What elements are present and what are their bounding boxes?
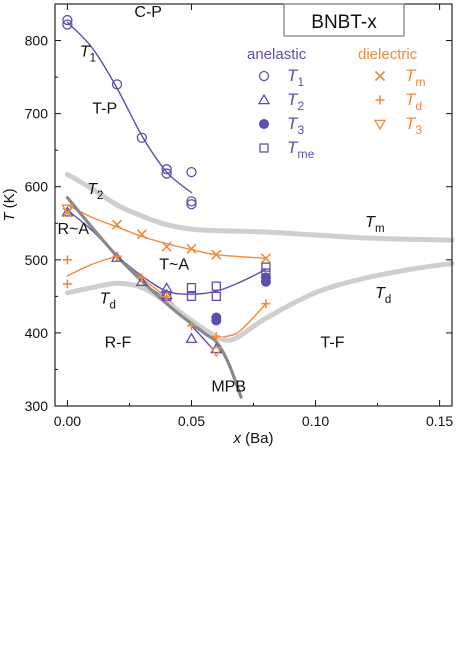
boundary-curve-7 — [64, 261, 455, 343]
anelastic-Tme-point-3 — [211, 281, 221, 291]
anelastic-T2-point-0 — [61, 206, 74, 217]
anelastic-T2-point-5 — [185, 332, 198, 344]
y-tick-label-0: 300 — [25, 398, 49, 414]
anelastic-T1-point-4 — [161, 164, 172, 175]
y-tick-label-4: 700 — [25, 106, 49, 122]
dielectric-Td-point-4 — [162, 291, 172, 301]
annotation-1: T1 — [80, 44, 96, 65]
dielectric-T3-point-1 — [210, 346, 223, 358]
annotation-3: T2 — [87, 181, 103, 202]
annotation-6: R-F — [105, 335, 132, 352]
anelastic-T1-point-5 — [161, 168, 172, 179]
x-axis-label: x (Ba) — [232, 430, 273, 447]
anelastic-Tme-point-4 — [211, 291, 221, 302]
legend-header-anelastic: anelastic — [247, 46, 307, 63]
annotation-4: R~A — [57, 221, 89, 238]
mpb_line-curve-8 — [65, 196, 243, 399]
x-tick-label-1: 0.05 — [178, 413, 205, 429]
anelastic-T2-point-6 — [210, 342, 223, 354]
legend-marker-dielectric-0 — [374, 70, 386, 82]
anelastic-T1-point-6 — [186, 166, 197, 178]
anelastic-T1-point-2 — [111, 79, 123, 90]
legend-label-anelastic-0: T1 — [287, 66, 304, 89]
anelastic-curve-0 — [66, 21, 193, 194]
y-tick-label-2: 500 — [25, 252, 49, 268]
legend-layer: BNBT-x anelastic dielectric T1T2T3TmeTmT… — [247, 3, 426, 161]
legend-marker-dielectric-1 — [375, 95, 385, 105]
dielectric-Td-point-2 — [112, 251, 122, 261]
legend-marker-anelastic-2 — [259, 119, 269, 129]
axes-layer: 0.00 0.05 0.10 0.15 300 400 500 600 700 800 x (Ba)… — [1, 3, 453, 447]
anelastic-Tme-point-5 — [261, 262, 271, 272]
anelastic-T1-point-3 — [136, 132, 147, 143]
dielectric-Tm-point-4 — [186, 243, 197, 254]
legend-label-dielectric-2: T3 — [405, 114, 422, 137]
dielectric-Tm-point-2 — [136, 229, 147, 240]
annotation-2: T-P — [92, 101, 117, 118]
anelastic-T1-point-0 — [62, 14, 73, 26]
anelastic-Tme-point-2 — [186, 291, 197, 302]
annotation-8: MPB — [211, 378, 246, 395]
anelastic-T1-point-8 — [186, 199, 197, 210]
dielectric-Tm-point-1 — [111, 219, 123, 230]
legend-marker-dielectric-2 — [373, 119, 387, 131]
annotation-0: C-P — [134, 4, 162, 21]
anelastic-T3-point-3 — [260, 276, 271, 287]
dielectric-Td-point-3 — [137, 273, 147, 283]
legend-label-anelastic-3: Tme — [287, 138, 315, 161]
dielectric-Tm-point-3 — [161, 241, 172, 252]
x-tick-label-3: 0.15 — [426, 413, 453, 429]
legend-header-dielectric: dielectric — [358, 46, 418, 63]
dielectric-Tm-point-6 — [260, 253, 271, 264]
dielectric-curve-4 — [66, 255, 118, 277]
anelastic-T1-point-7 — [186, 196, 197, 207]
legend-label-anelastic-1: T2 — [287, 90, 304, 113]
dielectric-Td-point-6 — [211, 332, 221, 342]
dielectric-curve-3 — [66, 204, 267, 260]
dielectric-T3-point-0 — [61, 204, 74, 215]
legend-label-dielectric-0: Tm — [405, 66, 426, 89]
dielectric-Td-point-0 — [62, 255, 72, 265]
boundary-curve-6 — [64, 171, 455, 243]
anelastic-T2-point-2 — [135, 275, 148, 286]
legend-label-anelastic-2: T3 — [287, 114, 304, 137]
legend-label-dielectric-1: Td — [405, 90, 422, 113]
annotation-5: Td — [100, 291, 116, 312]
dielectric-Td-point-7 — [261, 299, 271, 309]
title-box — [283, 3, 405, 37]
anelastic-Tme-point-1 — [186, 282, 197, 293]
markers-layer — [61, 14, 271, 358]
annotation-9: Tm — [365, 214, 384, 235]
anelastic-Tme-point-6 — [261, 268, 271, 278]
y-tick-label-1: 400 — [25, 325, 49, 341]
annotation-11: T-F — [320, 335, 344, 352]
annotations-layer: C-P T1 T-P T2 R~A Td R-F T~A MPB Tm Td T-F — [57, 4, 391, 395]
anelastic-T1-point-1 — [62, 19, 73, 30]
legend-marker-anelastic-0 — [258, 70, 270, 82]
legend-marker-anelastic-3 — [259, 143, 269, 153]
x-tick-label-0: 0.00 — [54, 413, 81, 429]
dielectric-Td-point-5 — [186, 321, 196, 331]
y-tick-label-5: 800 — [25, 33, 49, 49]
chart-title: BNBT-x — [311, 12, 377, 33]
dielectric-Td-point-1 — [62, 279, 72, 289]
y-axis-label: T (K) — [1, 188, 18, 221]
annotation-10: Td — [375, 285, 391, 306]
dielectric-Tm-point-5 — [211, 249, 222, 260]
legend-marker-anelastic-1 — [257, 93, 271, 105]
annotation-7: T~A — [159, 256, 189, 273]
y-tick-label-3: 600 — [25, 179, 49, 195]
anelastic-T3-point-1 — [211, 315, 222, 326]
x-tick-label-2: 0.10 — [302, 413, 329, 429]
